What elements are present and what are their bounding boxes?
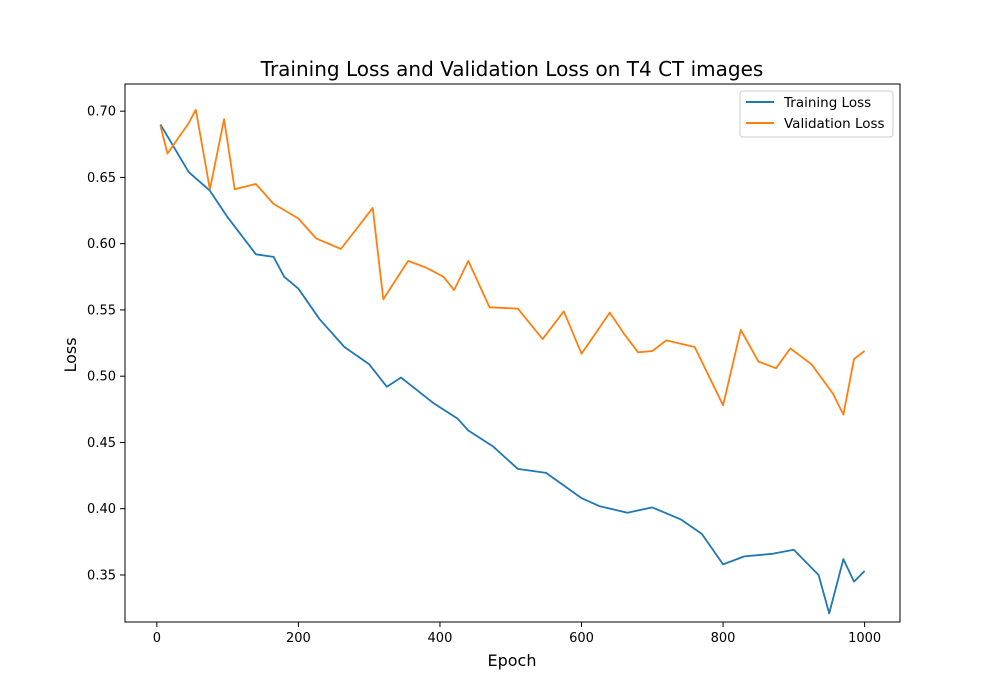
x-tick-label: 400 <box>428 631 453 646</box>
y-tick-label: 0.70 <box>87 105 116 120</box>
x-tick-label: 0 <box>153 631 161 646</box>
legend-label-validation-loss: Validation Loss <box>784 116 885 132</box>
y-axis-ticks: 0.35 0.40 0.45 0.50 0.55 0.60 0.65 0.70 <box>87 105 125 583</box>
y-tick-label: 0.35 <box>87 568 116 583</box>
chart-title: Training Loss and Validation Loss on T4 … <box>260 57 764 81</box>
x-tick-label: 1000 <box>848 631 881 646</box>
legend-label-training-loss: Training Loss <box>783 95 871 111</box>
plot-area <box>124 83 901 623</box>
x-tick-label: 600 <box>569 631 594 646</box>
legend: Training Loss Validation Loss <box>739 90 894 138</box>
series-line-validation-loss <box>159 108 866 416</box>
series-layer <box>159 108 866 615</box>
x-axis-label: Epoch <box>488 651 537 670</box>
y-tick-label: 0.60 <box>87 237 116 252</box>
x-axis-ticks: 0 200 400 600 800 1000 <box>153 622 881 646</box>
y-tick-label: 0.55 <box>87 303 116 318</box>
x-tick-label: 200 <box>286 631 311 646</box>
y-tick-label: 0.50 <box>87 370 116 385</box>
legend-box <box>739 90 894 138</box>
series-line-training-loss <box>159 123 866 615</box>
y-tick-label: 0.40 <box>87 502 116 517</box>
x-tick-label: 800 <box>711 631 736 646</box>
y-tick-label: 0.45 <box>87 436 116 451</box>
y-axis-label: Loss <box>61 337 80 372</box>
y-tick-label: 0.65 <box>87 171 116 186</box>
